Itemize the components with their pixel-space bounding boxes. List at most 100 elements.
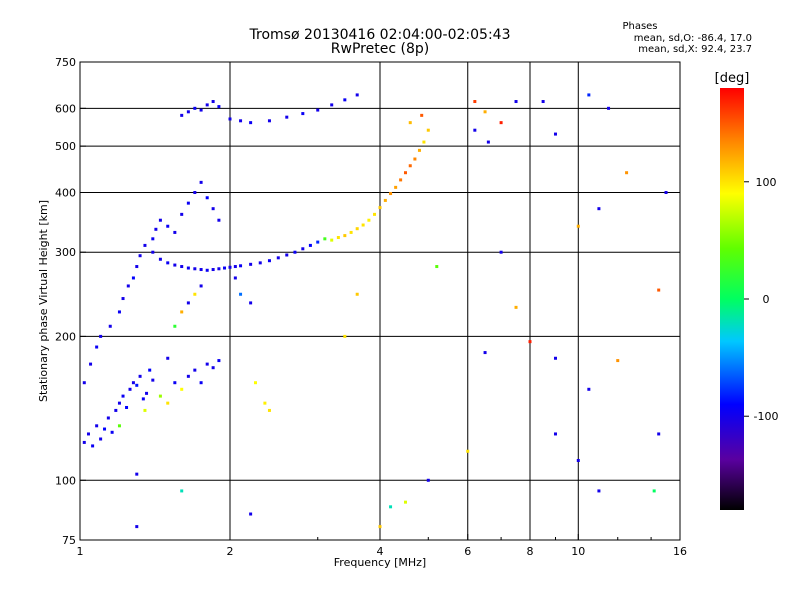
data-point — [233, 276, 237, 280]
data-point — [173, 381, 177, 385]
data-point — [143, 243, 147, 247]
colorbar-tick-label: 0 — [763, 293, 770, 306]
data-point — [125, 405, 129, 409]
data-point — [128, 387, 132, 391]
data-point — [576, 224, 580, 228]
data-point — [367, 218, 371, 222]
data-point — [186, 201, 190, 205]
data-point — [625, 171, 629, 175]
data-point — [267, 119, 271, 123]
data-point — [373, 212, 377, 216]
data-point — [399, 178, 403, 182]
data-point — [138, 254, 142, 258]
data-point — [117, 424, 121, 428]
data-point — [138, 374, 142, 378]
data-point — [205, 196, 209, 200]
data-point — [239, 119, 243, 123]
data-point — [106, 416, 110, 420]
data-point — [355, 292, 359, 296]
data-point — [211, 268, 215, 272]
grid-lines — [80, 62, 680, 540]
data-point — [131, 381, 135, 385]
data-point — [263, 401, 267, 405]
data-point — [553, 132, 557, 136]
data-point — [173, 230, 177, 234]
data-point — [239, 292, 243, 296]
data-point — [103, 427, 107, 431]
colorbar — [720, 88, 744, 510]
data-point — [135, 383, 139, 387]
data-point — [173, 263, 177, 267]
data-point — [378, 525, 382, 529]
data-point — [135, 525, 139, 529]
data-point — [239, 264, 243, 268]
data-point — [86, 432, 90, 436]
data-point — [330, 103, 334, 107]
y-tick-label: 600 — [55, 102, 76, 115]
data-point — [193, 267, 197, 271]
y-axis-ticks: 750 600 500 400 300 200 100 75 — [55, 56, 86, 547]
data-point — [180, 265, 184, 269]
data-point — [597, 207, 601, 211]
data-point — [180, 113, 184, 117]
data-point — [343, 234, 347, 238]
data-point — [180, 387, 184, 391]
data-point — [228, 265, 232, 269]
data-point — [233, 265, 237, 269]
data-point — [158, 394, 162, 398]
data-point — [199, 381, 203, 385]
data-point — [616, 359, 620, 363]
y-tick-label: 100 — [55, 474, 76, 487]
data-point — [657, 432, 661, 436]
data-point — [514, 100, 518, 104]
data-point — [154, 227, 158, 231]
data-point — [657, 288, 661, 292]
data-point — [426, 478, 430, 482]
data-point — [205, 268, 209, 272]
data-point — [336, 236, 340, 240]
data-point — [607, 106, 611, 110]
data-point — [82, 440, 86, 444]
data-point — [148, 368, 152, 372]
data-point — [217, 267, 221, 271]
data-point — [408, 164, 412, 168]
data-point — [258, 261, 262, 265]
data-point — [343, 98, 347, 102]
data-point — [211, 366, 215, 370]
data-point — [587, 93, 591, 97]
data-point — [403, 500, 407, 504]
data-point — [82, 381, 86, 385]
data-point — [199, 284, 203, 288]
data-point — [383, 198, 387, 202]
data-point — [330, 238, 334, 242]
data-point — [199, 268, 203, 272]
data-point — [361, 223, 365, 227]
x-tick-label: 1 — [77, 545, 84, 558]
phases-title: Phases — [622, 21, 658, 32]
data-point — [553, 432, 557, 436]
data-point — [211, 100, 215, 104]
data-point — [466, 449, 470, 453]
data-point — [217, 359, 221, 363]
data-point — [249, 121, 253, 125]
data-point — [355, 227, 359, 231]
y-tick-label: 400 — [55, 186, 76, 199]
data-point — [285, 253, 289, 257]
x-tick-label: 10 — [571, 545, 585, 558]
data-point — [541, 100, 545, 104]
data-point — [145, 391, 149, 395]
data-point — [249, 262, 253, 266]
data-point — [158, 257, 162, 261]
data-point — [180, 212, 184, 216]
data-point — [473, 128, 477, 132]
data-point — [389, 192, 393, 196]
data-point — [91, 444, 95, 448]
data-point — [151, 250, 155, 254]
data-point — [166, 356, 170, 360]
data-point — [587, 387, 591, 391]
data-point — [249, 512, 253, 516]
data-point — [343, 334, 347, 338]
data-point — [422, 140, 426, 144]
data-point — [205, 103, 209, 107]
data-point — [143, 408, 147, 412]
